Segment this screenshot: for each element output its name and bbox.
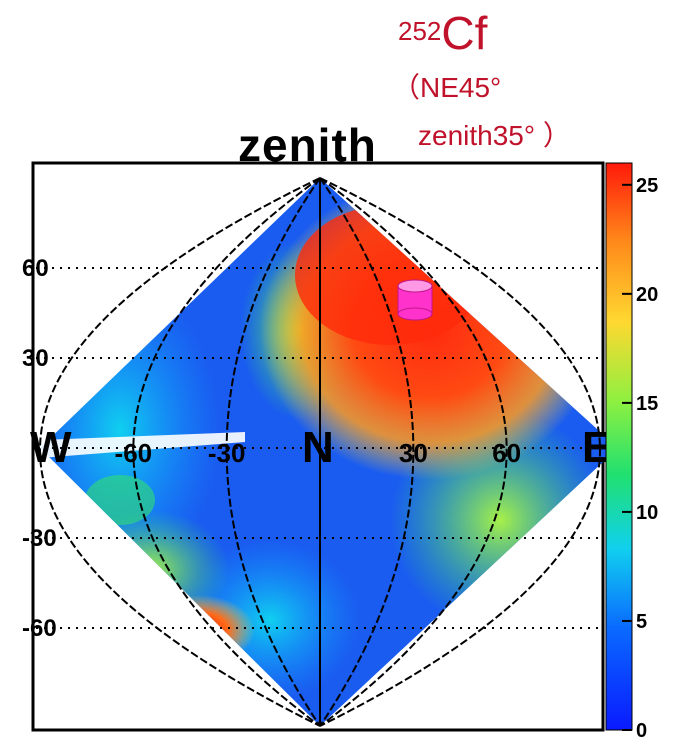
compass-north: N: [302, 423, 334, 472]
y-tick-label: -60: [22, 615, 57, 642]
x-tick-label: 30: [399, 438, 428, 468]
y-tick-label: 30: [22, 345, 49, 372]
source-mass-number: 252: [398, 16, 442, 46]
data-gap-strip: [40, 432, 245, 458]
grid-meridian: [319, 177, 508, 727]
source-direction-label: （NE45°: [392, 72, 502, 103]
heatmap-hotspot-core: [295, 205, 485, 345]
colorbar: [605, 162, 633, 731]
colorbar-tick-label: 25: [636, 175, 658, 197]
colorbar-ticks: 0 5 10 15 20 25: [622, 175, 658, 742]
grid-meridian: [132, 177, 321, 727]
heatmap-hotspot-southwest: [145, 595, 255, 665]
grid-lines: [36, 177, 601, 727]
source-marker-cylinder: [397, 279, 433, 321]
compass-west: W: [30, 423, 72, 472]
colorbar-tick-label: 15: [636, 393, 658, 415]
grid-meridian: [319, 177, 601, 727]
colorbar-tick-label: 10: [636, 502, 658, 524]
grid-meridian: [319, 177, 415, 727]
y-tick-label: -30: [22, 525, 57, 552]
x-tick-label: -30: [208, 438, 246, 468]
colorbar-tick-label: 0: [636, 720, 647, 742]
source-element: Cf: [441, 7, 488, 59]
source-isotope-label: 252Cf: [398, 8, 487, 58]
colorbar-tick-label: 20: [636, 284, 658, 306]
colorbar-tick-label: 5: [636, 611, 647, 633]
y-tick-label: 60: [22, 255, 49, 282]
x-tick-label: -60: [115, 438, 153, 468]
source-zenith-label: zenith35° ）: [418, 120, 571, 151]
tick-labels: 60 30 -30 -60 -60 -30 30 60: [22, 255, 521, 642]
grid-meridian: [39, 177, 321, 727]
x-tick-label: 60: [492, 438, 521, 468]
grid-meridian: [225, 177, 321, 727]
